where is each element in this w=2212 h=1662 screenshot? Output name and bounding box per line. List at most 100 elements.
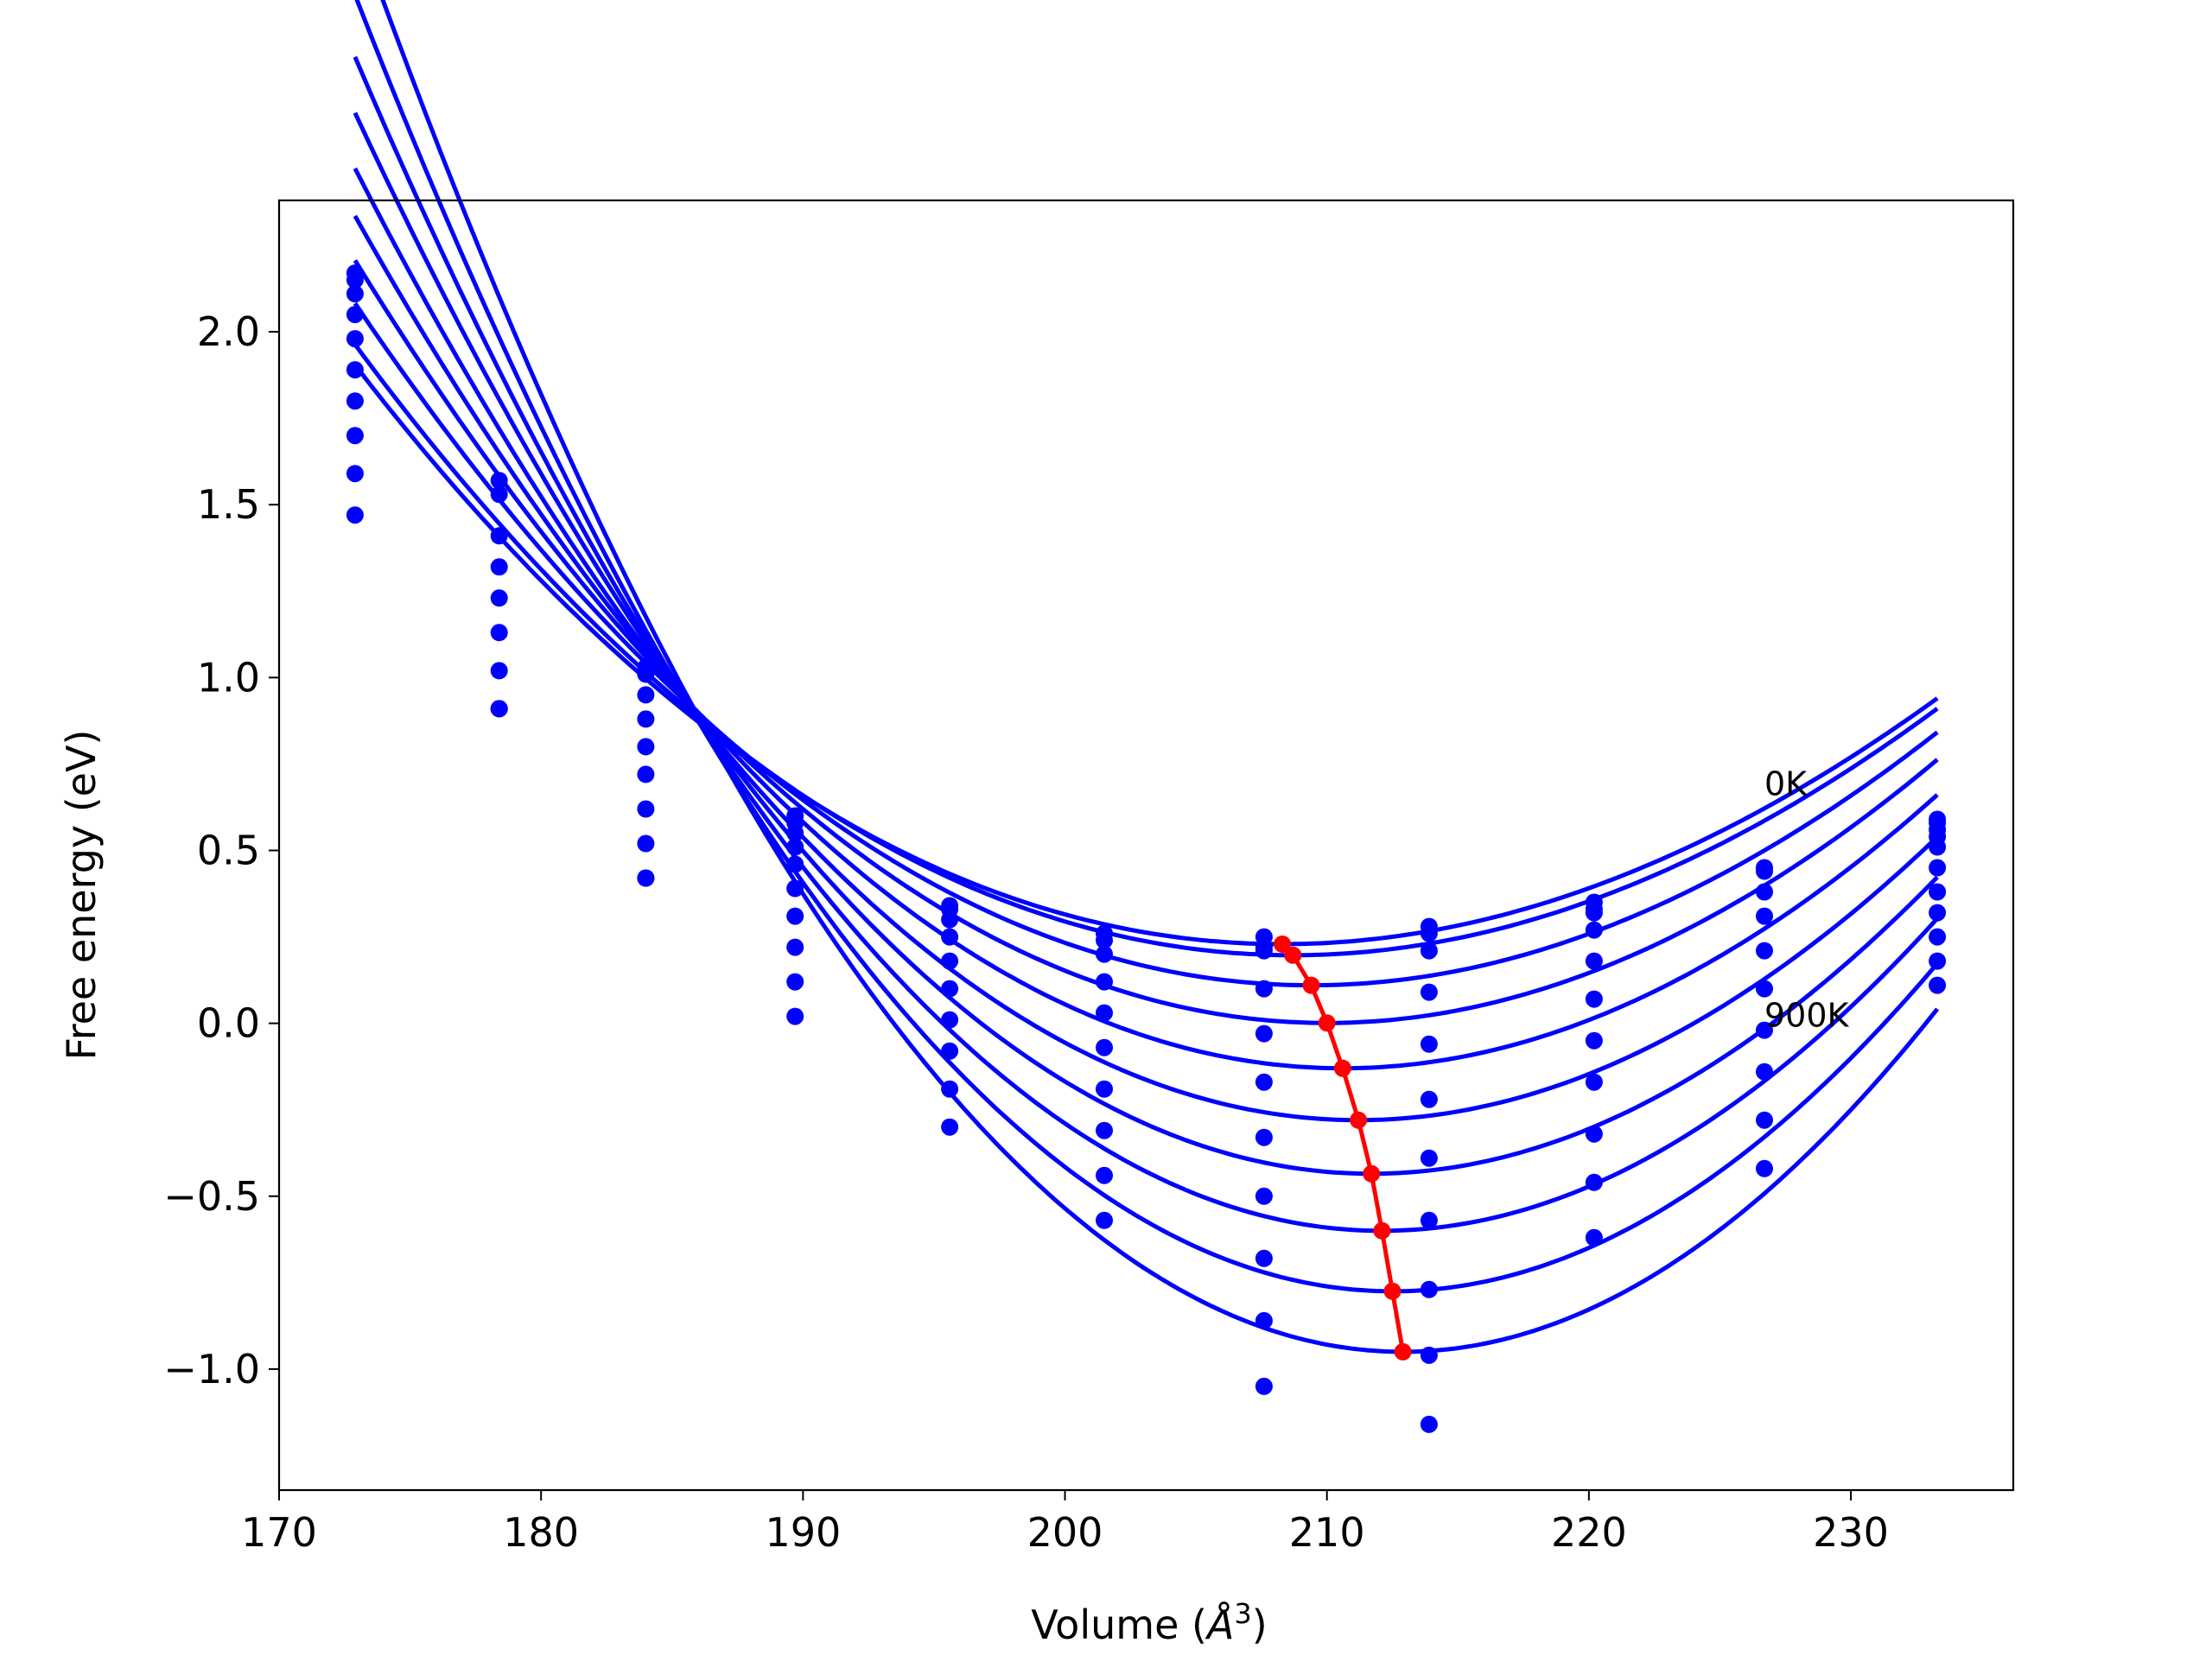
x-tick-label: 230	[1813, 1509, 1889, 1556]
minima-point	[1284, 946, 1302, 964]
x-tick-label: 210	[1289, 1509, 1365, 1556]
data-point	[1756, 883, 1773, 901]
y-axis-label: Free energy (eV)	[58, 730, 105, 1061]
data-point	[637, 710, 655, 728]
data-point	[1096, 973, 1113, 991]
data-point	[786, 824, 804, 842]
data-point	[1929, 859, 1947, 877]
data-point	[1585, 1031, 1603, 1050]
minima-point	[1333, 1059, 1351, 1077]
minima-point	[1394, 1342, 1412, 1361]
data-point	[941, 980, 959, 998]
y-tick-label: 2.0	[197, 308, 260, 355]
data-point	[1255, 980, 1273, 998]
data-point	[1420, 1280, 1438, 1298]
data-point	[786, 973, 804, 991]
data-point	[637, 834, 655, 853]
data-point	[941, 1118, 959, 1136]
data-point	[1585, 990, 1603, 1008]
data-point	[346, 427, 364, 445]
data-point	[786, 879, 804, 898]
data-point	[1756, 907, 1773, 925]
data-point	[490, 472, 508, 490]
fit-curve-8	[354, 0, 1939, 1294]
data-point	[1420, 1090, 1438, 1108]
data-point	[346, 361, 364, 379]
fit-curve-4	[353, 214, 1939, 1071]
data-point	[1420, 983, 1438, 1001]
x-axis-label-main: Volume (	[1031, 1602, 1207, 1648]
minima-point	[1318, 1014, 1336, 1032]
data-point	[1929, 952, 1947, 970]
data-point	[637, 665, 655, 683]
data-point	[346, 271, 364, 289]
x-axis-label-unit: Å	[1205, 1602, 1234, 1648]
fit-curve-7	[353, 55, 1939, 1234]
data-point	[1420, 1346, 1438, 1364]
data-point	[1585, 1125, 1603, 1143]
annotation-label-1: 900K	[1764, 997, 1850, 1035]
data-point	[1255, 1128, 1273, 1146]
data-point	[941, 928, 959, 946]
x-tick-label: 200	[1027, 1509, 1103, 1556]
minima-point	[1274, 936, 1292, 953]
data-point	[637, 869, 655, 887]
data-point	[1255, 1249, 1273, 1267]
x-tick-label: 190	[765, 1509, 841, 1556]
data-point	[346, 506, 364, 524]
data-point	[941, 1080, 959, 1098]
data-point	[1756, 1063, 1773, 1081]
data-point	[1929, 883, 1947, 901]
data-point	[1096, 1004, 1113, 1022]
minima-point	[1363, 1164, 1381, 1183]
minima-line	[1274, 936, 1412, 1361]
data-point	[346, 306, 364, 324]
minima-point	[1383, 1282, 1402, 1300]
data-point	[490, 624, 508, 642]
data-point	[490, 662, 508, 680]
data-point	[941, 1042, 959, 1060]
data-point	[1756, 1111, 1773, 1129]
plot-frame	[277, 199, 2015, 1492]
data-point	[490, 527, 508, 545]
x-axis-ticks: 170 180 190 200 210 220 230	[241, 1490, 1889, 1556]
data-point	[786, 855, 804, 873]
data-point	[1756, 980, 1773, 998]
data-point	[1929, 838, 1947, 856]
y-axis-ticks: −1.0 −0.5 0.0 0.5 1.0 1.5 2.0	[163, 308, 279, 1392]
y-tick-label: 0.0	[197, 1000, 260, 1047]
data-point	[1756, 1159, 1773, 1177]
data-point	[1420, 1149, 1438, 1167]
data-point	[1096, 1080, 1113, 1098]
data-point	[1420, 924, 1438, 942]
y-tick-label: 1.0	[197, 654, 260, 701]
data-point	[1255, 1377, 1273, 1395]
data-point	[1756, 862, 1773, 880]
fit-curve-0	[353, 363, 1939, 947]
data-point	[1255, 942, 1273, 960]
data-point	[786, 907, 804, 925]
data-point	[1929, 976, 1947, 994]
data-point	[1096, 945, 1113, 963]
data-points	[346, 264, 1947, 1433]
fit-curve-1	[353, 343, 1939, 958]
y-tick-label: −0.5	[163, 1173, 260, 1220]
data-point	[1255, 1073, 1273, 1091]
fit-curve-5	[353, 167, 1939, 1123]
data-point	[1096, 1121, 1113, 1139]
data-point	[1420, 942, 1438, 960]
annotation-label-0: 0K	[1764, 764, 1808, 802]
data-point	[1096, 1038, 1113, 1056]
y-tick-label: 0.5	[197, 828, 260, 874]
x-axis-label-exp: 3	[1234, 1597, 1251, 1630]
data-point	[1096, 1211, 1113, 1229]
data-point	[1585, 1073, 1603, 1091]
data-point	[941, 910, 959, 929]
fit-curves	[353, 0, 1940, 1354]
fit-curve-9	[380, 0, 1940, 1354]
data-point	[1929, 928, 1947, 946]
data-point	[346, 330, 364, 348]
data-point	[786, 1007, 804, 1025]
data-point	[786, 838, 804, 856]
